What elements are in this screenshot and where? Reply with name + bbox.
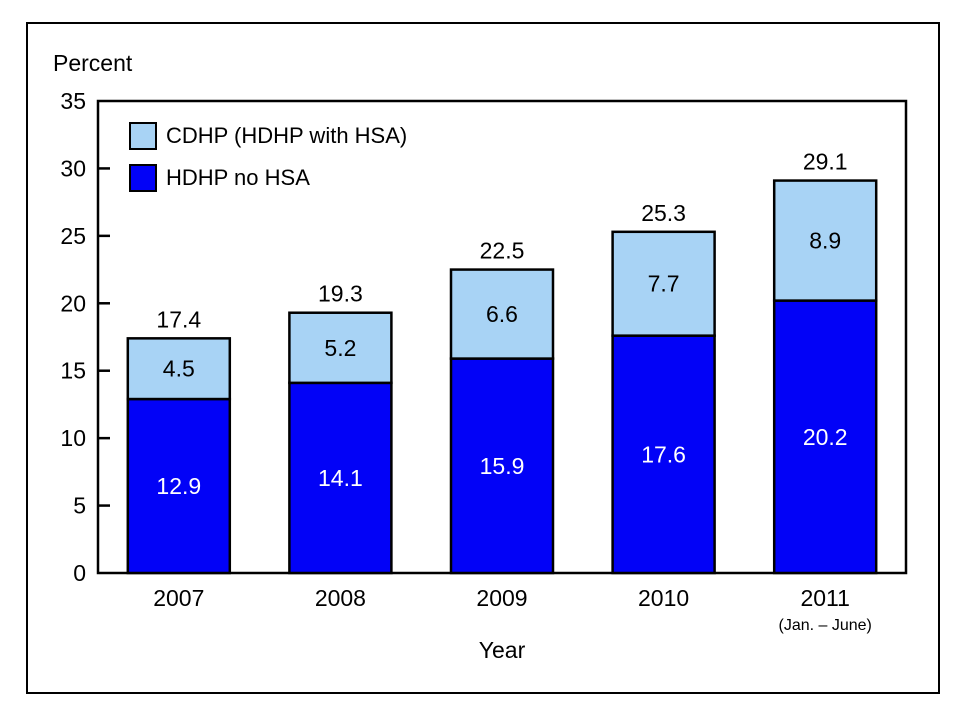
x-tick-sublabel: (Jan. – June) bbox=[779, 617, 872, 634]
bar-segment-cdhp bbox=[772, 179, 878, 302]
legend-label-cdhp: CDHP (HDHP with HSA) bbox=[166, 123, 408, 148]
cdhp-value-label: 5.2 bbox=[324, 335, 356, 361]
hdhp-value-label: 12.9 bbox=[156, 473, 201, 499]
cdhp-value-label: 4.5 bbox=[163, 356, 195, 382]
bar-segment-cdhp bbox=[449, 268, 555, 360]
bar-total-label: 29.1 bbox=[803, 149, 848, 175]
bar-segment-hdhp-no-hsa bbox=[288, 381, 393, 575]
bar-total-label: 22.5 bbox=[480, 238, 525, 264]
y-axis-title: Percent bbox=[53, 50, 133, 76]
bar-segment-hdhp-no-hsa bbox=[126, 397, 232, 575]
hdhp-value-label: 14.1 bbox=[318, 465, 363, 491]
bar-segment-cdhp bbox=[126, 337, 232, 401]
bar-segment-cdhp bbox=[288, 311, 393, 385]
cdhp-swatch-icon bbox=[129, 122, 157, 150]
bar-segment-hdhp-no-hsa bbox=[772, 299, 878, 575]
bar-total-label: 19.3 bbox=[318, 281, 363, 307]
legend-item-cdhp: CDHP (HDHP with HSA) bbox=[129, 122, 407, 150]
y-tick-label: 15 bbox=[60, 358, 86, 384]
hdhp-value-label: 20.2 bbox=[803, 424, 848, 450]
x-tick-label: 2008 bbox=[315, 585, 366, 611]
bar-segment-hdhp-no-hsa bbox=[611, 334, 716, 575]
x-tick-label: 2011 bbox=[800, 585, 849, 611]
x-axis-title: Year bbox=[478, 637, 526, 663]
y-tick-label: 35 bbox=[60, 88, 86, 114]
legend-item-hdhp: HDHP no HSA bbox=[129, 164, 407, 192]
outer-border bbox=[26, 22, 940, 694]
y-tick-label: 25 bbox=[60, 223, 86, 249]
legend-label-hdhp: HDHP no HSA bbox=[166, 165, 310, 190]
x-tick-label: 2010 bbox=[638, 585, 689, 611]
y-tick-label: 30 bbox=[60, 155, 86, 181]
cdhp-value-label: 7.7 bbox=[648, 271, 680, 297]
x-tick-label: 2009 bbox=[476, 585, 527, 611]
cdhp-value-label: 6.6 bbox=[486, 301, 518, 327]
x-tick-label: 2007 bbox=[153, 585, 204, 611]
hdhp-value-label: 17.6 bbox=[641, 441, 686, 467]
hdhp-value-label: 15.9 bbox=[480, 453, 525, 479]
cdhp-value-label: 8.9 bbox=[809, 228, 841, 254]
legend: CDHP (HDHP with HSA) HDHP no HSA bbox=[129, 122, 407, 206]
bar-segment-hdhp-no-hsa bbox=[449, 357, 555, 575]
bar-total-label: 17.4 bbox=[156, 306, 201, 332]
y-tick-label: 10 bbox=[60, 425, 86, 451]
bar-total-label: 25.3 bbox=[641, 200, 686, 226]
y-tick-label: 20 bbox=[60, 290, 86, 316]
bar-segment-cdhp bbox=[611, 230, 716, 337]
y-tick-label: 5 bbox=[73, 493, 86, 519]
hdhp-swatch-icon bbox=[129, 164, 157, 192]
y-tick-label: 0 bbox=[73, 560, 86, 586]
